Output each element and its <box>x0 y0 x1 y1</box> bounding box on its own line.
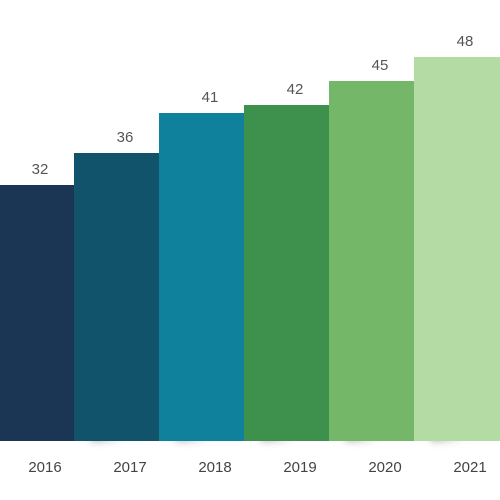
category-label: 2016 <box>28 459 61 476</box>
category-label: 2020 <box>368 459 401 476</box>
value-label: 48 <box>457 33 474 50</box>
bar-2019 <box>244 105 338 441</box>
bar-2021 <box>414 57 500 441</box>
value-label: 45 <box>372 57 389 74</box>
category-label: 2021 <box>453 459 486 476</box>
bar-2016 <box>0 185 83 441</box>
category-label: 2018 <box>198 459 231 476</box>
bar-2018 <box>159 113 253 441</box>
bar-2017 <box>74 153 168 441</box>
value-label: 32 <box>32 161 49 178</box>
category-label: 2017 <box>113 459 146 476</box>
bar-2020 <box>329 81 423 441</box>
value-label: 36 <box>117 129 134 146</box>
bars-group <box>0 57 500 441</box>
category-label: 2019 <box>283 459 316 476</box>
value-label: 42 <box>287 81 304 98</box>
value-labels-group: 32 36 41 42 45 48 <box>32 33 474 178</box>
category-labels-group: 2016 2017 2018 2019 2020 2021 <box>28 459 486 476</box>
value-label: 41 <box>202 89 219 106</box>
